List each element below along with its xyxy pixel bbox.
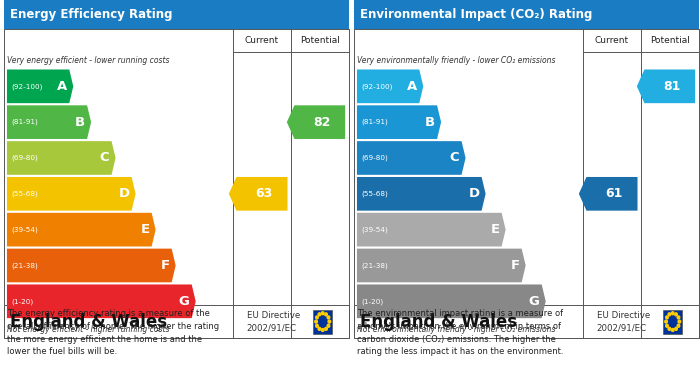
Circle shape	[677, 324, 680, 327]
Text: EU Directive
2002/91/EC: EU Directive 2002/91/EC	[247, 311, 300, 332]
Text: G: G	[178, 295, 190, 308]
Polygon shape	[7, 141, 116, 175]
Bar	[4, 305, 349, 338]
Text: Very energy efficient - lower running costs: Very energy efficient - lower running co…	[7, 56, 169, 65]
Text: (39-54): (39-54)	[11, 226, 38, 233]
Polygon shape	[287, 105, 345, 139]
Text: A: A	[407, 80, 417, 93]
Bar	[313, 310, 332, 334]
Text: Potential: Potential	[300, 36, 339, 45]
Text: (81-91): (81-91)	[361, 119, 388, 126]
Circle shape	[318, 327, 321, 330]
Circle shape	[668, 313, 671, 316]
Polygon shape	[357, 285, 546, 318]
Circle shape	[665, 320, 667, 323]
Circle shape	[321, 312, 324, 315]
Text: F: F	[510, 259, 519, 272]
Polygon shape	[7, 213, 155, 246]
Circle shape	[671, 312, 674, 315]
Text: Current: Current	[245, 36, 279, 45]
Text: Very environmentally friendly - lower CO₂ emissions: Very environmentally friendly - lower CO…	[357, 56, 556, 65]
Circle shape	[325, 313, 328, 316]
Polygon shape	[579, 177, 638, 211]
Circle shape	[318, 313, 321, 316]
Circle shape	[666, 316, 668, 319]
Polygon shape	[7, 105, 91, 139]
Text: B: B	[425, 116, 435, 129]
Polygon shape	[357, 177, 486, 211]
Text: (55-68): (55-68)	[11, 190, 38, 197]
Text: D: D	[118, 187, 130, 200]
Circle shape	[325, 327, 328, 330]
Circle shape	[327, 316, 330, 319]
Text: Current: Current	[595, 36, 629, 45]
Text: The energy efficiency rating is a measure of the
overall efficiency of a home. T: The energy efficiency rating is a measur…	[7, 309, 219, 357]
Polygon shape	[357, 213, 505, 246]
Circle shape	[675, 313, 678, 316]
Bar	[4, 0, 349, 29]
Polygon shape	[357, 249, 526, 282]
Text: C: C	[100, 151, 109, 165]
Polygon shape	[7, 285, 196, 318]
Text: (21-38): (21-38)	[11, 262, 38, 269]
Text: (55-68): (55-68)	[361, 190, 388, 197]
Circle shape	[316, 324, 318, 327]
Bar	[354, 29, 699, 338]
Polygon shape	[357, 105, 441, 139]
Text: Environmental Impact (CO₂) Rating: Environmental Impact (CO₂) Rating	[360, 8, 593, 21]
Text: England & Wales: England & Wales	[10, 312, 167, 331]
Text: 61: 61	[605, 187, 622, 200]
Text: A: A	[57, 80, 67, 93]
Text: (92-100): (92-100)	[11, 83, 43, 90]
Circle shape	[328, 320, 330, 323]
Bar	[4, 29, 349, 338]
Circle shape	[675, 327, 678, 330]
Circle shape	[668, 327, 671, 330]
Bar	[354, 0, 699, 29]
Text: G: G	[528, 295, 540, 308]
Text: F: F	[160, 259, 169, 272]
Text: (69-80): (69-80)	[11, 155, 38, 161]
Polygon shape	[637, 70, 695, 103]
Text: D: D	[468, 187, 480, 200]
Text: (39-54): (39-54)	[361, 226, 388, 233]
Circle shape	[671, 328, 674, 332]
Polygon shape	[229, 177, 288, 211]
Circle shape	[321, 328, 324, 332]
Circle shape	[677, 316, 680, 319]
Text: B: B	[75, 116, 85, 129]
Text: (21-38): (21-38)	[361, 262, 388, 269]
Text: Potential: Potential	[650, 36, 690, 45]
Text: The environmental impact rating is a measure of
a home's impact on the environme: The environmental impact rating is a mea…	[357, 309, 564, 357]
Text: EU Directive
2002/91/EC: EU Directive 2002/91/EC	[597, 311, 650, 332]
Circle shape	[315, 320, 317, 323]
Text: C: C	[450, 151, 459, 165]
Text: (1-20): (1-20)	[361, 298, 383, 305]
Bar	[663, 310, 682, 334]
Text: 82: 82	[313, 116, 330, 129]
Text: England & Wales: England & Wales	[360, 312, 517, 331]
Polygon shape	[357, 70, 424, 103]
Polygon shape	[357, 141, 466, 175]
Polygon shape	[7, 70, 74, 103]
Text: Energy Efficiency Rating: Energy Efficiency Rating	[10, 8, 173, 21]
Bar	[354, 305, 699, 338]
Text: 63: 63	[255, 187, 272, 200]
Text: (81-91): (81-91)	[11, 119, 38, 126]
Text: (92-100): (92-100)	[361, 83, 393, 90]
Text: (1-20): (1-20)	[11, 298, 33, 305]
Circle shape	[327, 324, 330, 327]
Polygon shape	[7, 177, 136, 211]
Circle shape	[316, 316, 318, 319]
Text: (69-80): (69-80)	[361, 155, 388, 161]
Text: E: E	[141, 223, 150, 236]
Circle shape	[678, 320, 680, 323]
Text: Not energy efficient - higher running costs: Not energy efficient - higher running co…	[7, 325, 169, 334]
Text: Not environmentally friendly - higher CO₂ emissions: Not environmentally friendly - higher CO…	[357, 325, 556, 334]
Polygon shape	[7, 249, 176, 282]
Text: 81: 81	[663, 80, 680, 93]
Circle shape	[666, 324, 668, 327]
Text: E: E	[491, 223, 500, 236]
